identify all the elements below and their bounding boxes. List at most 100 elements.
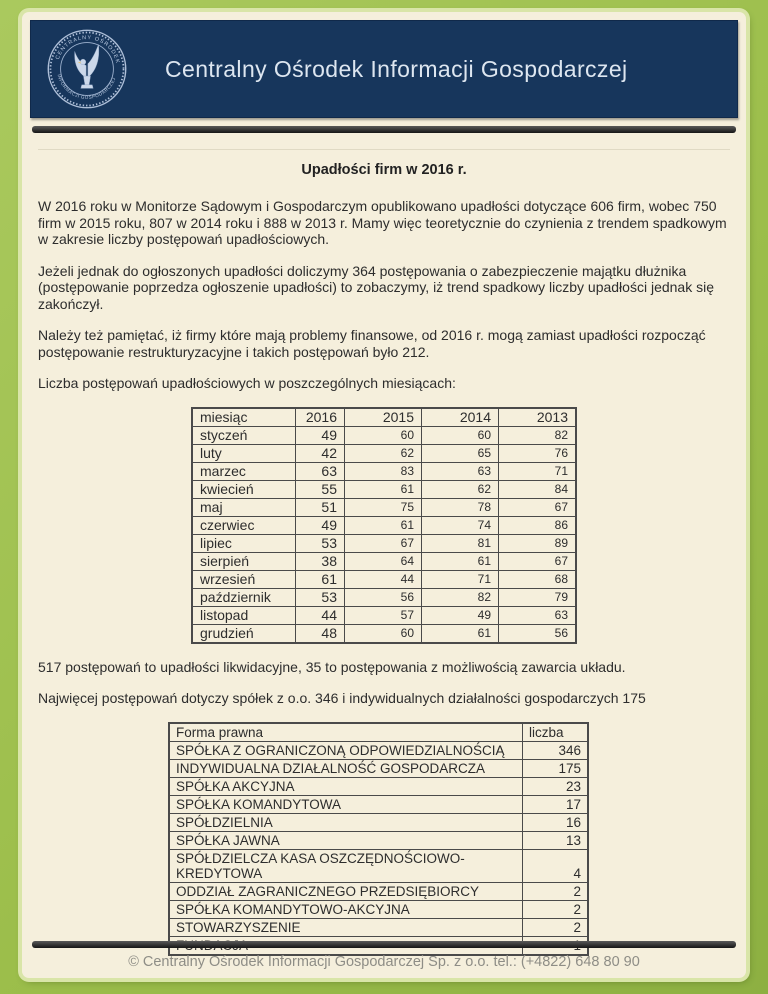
paragraph-security-proceedings: Jeżeli jednak do ogłoszonych upadłości d… <box>38 262 714 312</box>
table-row: SPÓŁKA Z OGRANICZONĄ ODPOWIEDZIALNOŚCIĄ 3… <box>168 740 589 760</box>
column-header: Forma prawna <box>168 722 523 742</box>
column-header: 2016 <box>295 407 345 427</box>
count-cell: 44 <box>344 569 422 589</box>
count-cell: 78 <box>421 497 499 517</box>
count-cell: 17 <box>522 794 589 814</box>
count-cell: 48 <box>295 623 345 643</box>
site-header: CENTRALNY OŚRODEK INFORMACJI GOSPODARCZE… <box>30 20 738 118</box>
paragraph-restructuring: Należy też pamiętać, iż firmy które mają… <box>38 327 706 360</box>
table-row: luty 42 62 65 76 <box>191 443 577 463</box>
count-cell: 67 <box>498 551 577 571</box>
count-cell: 67 <box>344 533 422 553</box>
label-cell: kwiecień <box>191 479 296 499</box>
label-cell: INDYWIDUALNA DZIAŁALNOŚĆ GOSPODARCZA <box>168 758 523 778</box>
label-cell: ODDZIAŁ ZAGRANICZNEGO PRZEDSIĘBIORCY <box>168 881 523 901</box>
count-cell: 51 <box>295 497 345 517</box>
content-top-line <box>38 149 730 150</box>
count-cell: 82 <box>421 587 499 607</box>
coig-logo-seal: CENTRALNY OŚRODEK INFORMACJI GOSPODARCZE… <box>43 25 131 113</box>
label-cell: listopad <box>191 605 296 625</box>
table-row: wrzesień 61 44 71 68 <box>191 569 577 589</box>
count-cell: 61 <box>421 551 499 571</box>
count-cell: 83 <box>344 461 422 481</box>
document-page: CENTRALNY OŚRODEK INFORMACJI GOSPODARCZE… <box>22 12 746 978</box>
count-cell: 53 <box>295 533 345 553</box>
label-cell: SPÓŁKA Z OGRANICZONĄ ODPOWIEDZIALNOŚCIĄ <box>168 740 523 760</box>
count-cell: 61 <box>295 569 345 589</box>
count-cell: 56 <box>498 623 577 643</box>
footer-copyright: © Centralny Ośrodek Informacji Gospodarc… <box>128 954 640 970</box>
count-cell: 61 <box>344 515 422 535</box>
header-row: miesiąc 2016 2015 2014 2013 <box>191 407 577 427</box>
label-cell: SPÓŁKA KOMANDYTOWA <box>168 794 523 814</box>
column-header: miesiąc <box>191 407 296 427</box>
count-cell: 82 <box>498 425 577 445</box>
count-cell: 84 <box>498 479 577 499</box>
count-cell: 79 <box>498 587 577 607</box>
count-cell: 44 <box>295 605 345 625</box>
column-header: liczba <box>522 722 589 742</box>
label-cell: wrzesień <box>191 569 296 589</box>
table-row: SPÓŁKA JAWNA 13 <box>168 830 589 850</box>
table-row: SPÓŁKA AKCYJNA 23 <box>168 776 589 796</box>
count-cell: 55 <box>295 479 345 499</box>
label-cell: październik <box>191 587 296 607</box>
paragraph-intro: W 2016 roku w Monitorze Sądowym i Gospod… <box>38 198 727 247</box>
table-row: grudzień 48 60 61 56 <box>191 623 577 643</box>
label-cell: SPÓŁDZIELNIA <box>168 812 523 832</box>
table-row: styczeń 49 60 60 82 <box>191 425 577 445</box>
count-cell: 81 <box>421 533 499 553</box>
header-row: Forma prawna liczba <box>168 722 589 742</box>
count-cell: 2 <box>522 917 589 937</box>
count-cell: 56 <box>344 587 422 607</box>
table-row: ODDZIAŁ ZAGRANICZNEGO PRZEDSIĘBIORCY 2 <box>168 881 589 901</box>
count-cell: 49 <box>295 515 345 535</box>
count-cell: 74 <box>421 515 499 535</box>
label-cell: styczeń <box>191 425 296 445</box>
label-cell: marzec <box>191 461 296 481</box>
count-cell: 13 <box>522 830 589 850</box>
table-row: październik 53 56 82 79 <box>191 587 577 607</box>
table-row: SPÓŁDZIELNIA 16 <box>168 812 589 832</box>
count-cell: 62 <box>421 479 499 499</box>
count-cell: 86 <box>498 515 577 535</box>
page-footer: © Centralny Ośrodek Informacji Gospodarc… <box>30 941 738 972</box>
label-cell: grudzień <box>191 623 296 643</box>
monthly-bankruptcies-table: miesiąc 2016 2015 2014 2013 styczeń 49 60 60 82 lu… <box>191 406 577 644</box>
count-cell: 71 <box>498 461 577 481</box>
count-cell: 57 <box>344 605 422 625</box>
count-cell: 67 <box>498 497 577 517</box>
count-cell: 16 <box>522 812 589 832</box>
count-cell: 60 <box>344 623 422 643</box>
count-cell: 89 <box>498 533 577 553</box>
footer-divider <box>32 941 736 948</box>
table-row: STOWARZYSZENIE 2 <box>168 917 589 937</box>
count-cell: 63 <box>295 461 345 481</box>
label-cell: luty <box>191 443 296 463</box>
count-cell: 60 <box>421 425 499 445</box>
label-cell: SPÓŁKA KOMANDYTOWO-AKCYJNA <box>168 899 523 919</box>
label-cell: sierpień <box>191 551 296 571</box>
eagle-icon <box>74 44 100 89</box>
paragraph-table-lead: Liczba postępowań upadłościowych w poszc… <box>38 375 456 391</box>
site-title: Centralny Ośrodek Informacji Gospodarcze… <box>165 55 628 82</box>
table-row: lipiec 53 67 81 89 <box>191 533 577 553</box>
header-divider <box>32 126 736 133</box>
count-cell: 2 <box>522 881 589 901</box>
table-row: SPÓŁDZIELCZA KASA OSZCZĘDNOŚCIOWO-KREDYT… <box>168 848 589 883</box>
column-header: 2014 <box>421 407 499 427</box>
count-cell: 53 <box>295 587 345 607</box>
count-cell: 42 <box>295 443 345 463</box>
count-cell: 64 <box>344 551 422 571</box>
label-cell: SPÓŁKA AKCYJNA <box>168 776 523 796</box>
label-cell: maj <box>191 497 296 517</box>
count-cell: 23 <box>522 776 589 796</box>
label-cell: czerwiec <box>191 515 296 535</box>
count-cell: 2 <box>522 899 589 919</box>
table-row: marzec 63 83 63 71 <box>191 461 577 481</box>
article-title: Upadłości firm w 2016 r. <box>301 162 467 178</box>
table-row: kwiecień 55 61 62 84 <box>191 479 577 499</box>
count-cell: 61 <box>344 479 422 499</box>
table-row: maj 51 75 78 67 <box>191 497 577 517</box>
label-cell: SPÓŁDZIELCZA KASA OSZCZĘDNOŚCIOWO-KREDYT… <box>168 848 523 883</box>
